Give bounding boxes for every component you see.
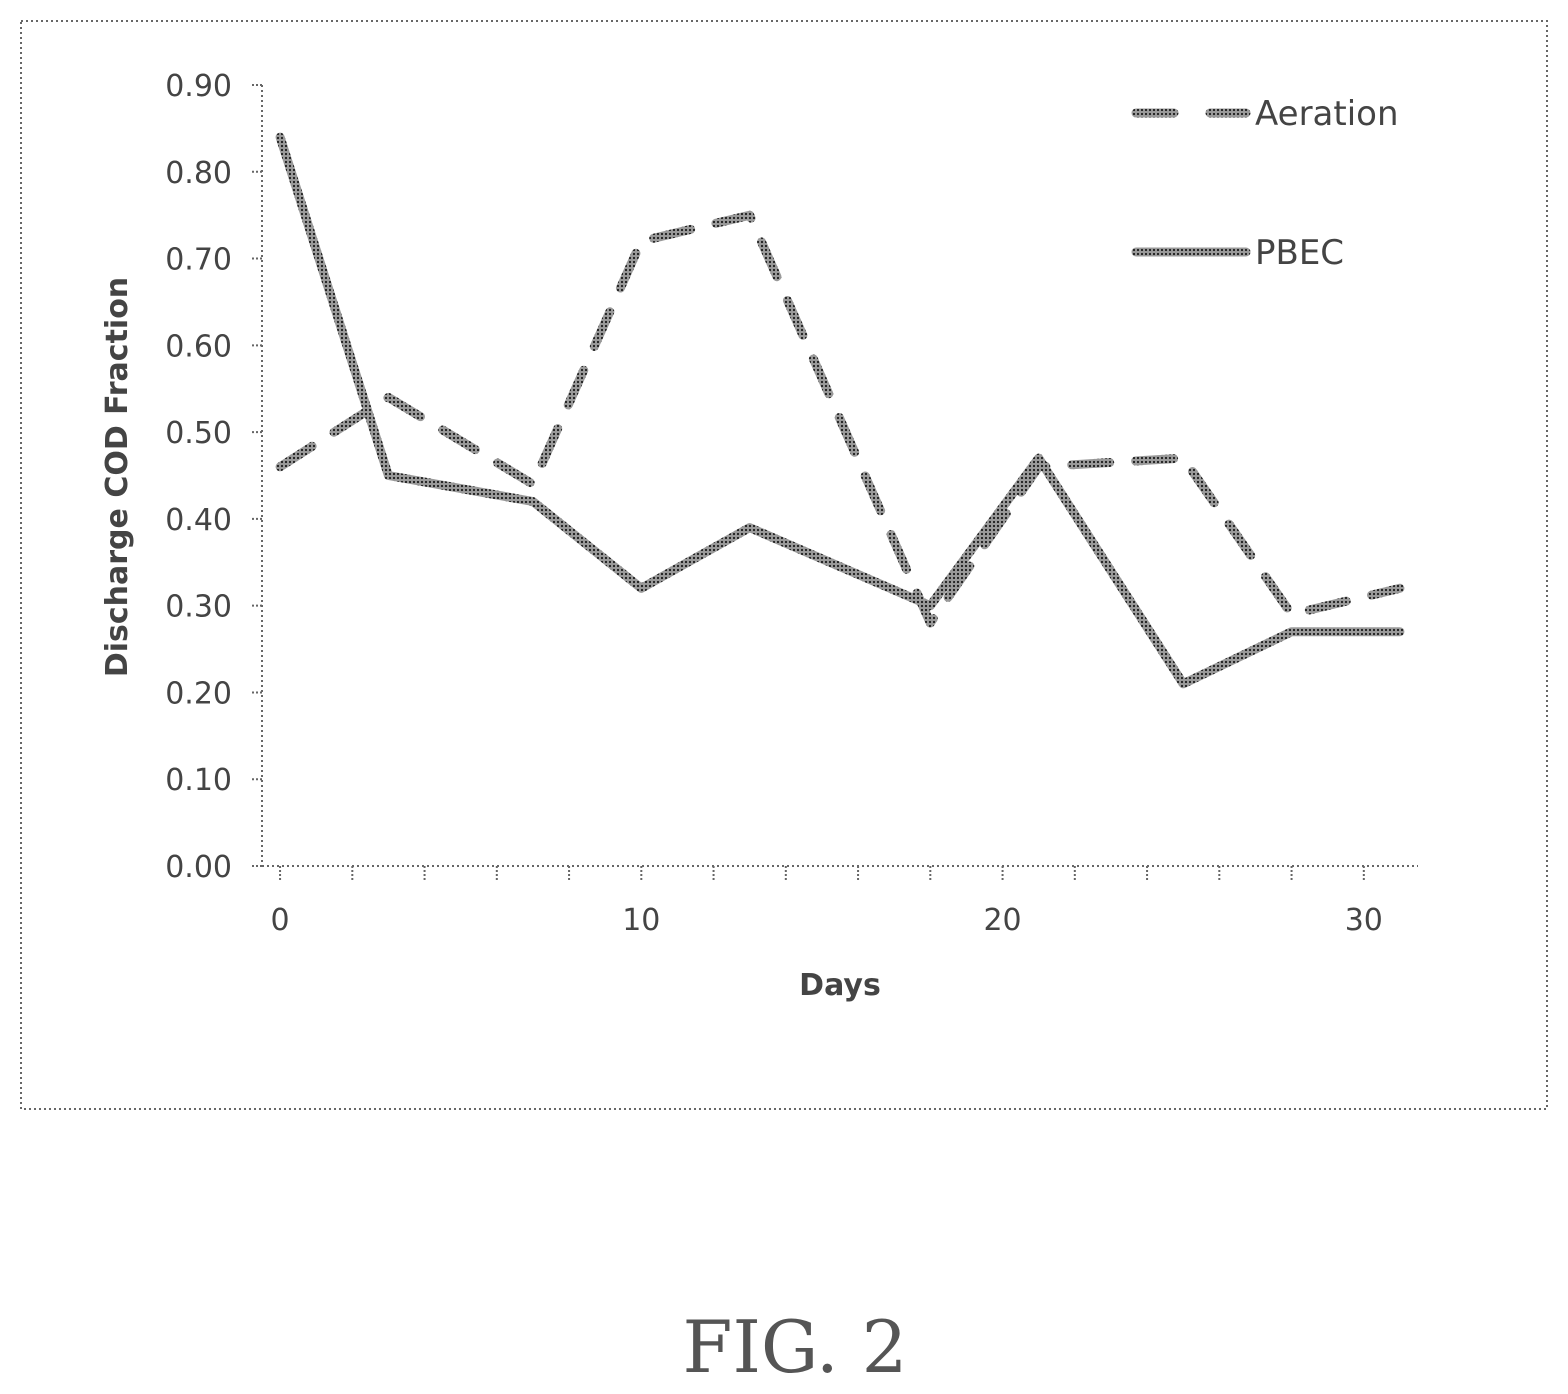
legend-label-pbec: PBEC xyxy=(1255,233,1344,273)
chart-axes: 0.00 0.10 0.20 0.30 0.40 0.50 0.60 0.70 0.80 0.90… xyxy=(165,69,1418,938)
y-tick-label: 0.30 xyxy=(165,590,232,625)
y-tick-label: 0.40 xyxy=(165,503,232,538)
figure-caption: FIG. 2 xyxy=(683,1305,908,1389)
y-tick-label: 0.20 xyxy=(165,676,232,711)
y-axis-label: Discharge COD Fraction xyxy=(100,277,135,677)
y-tick-label: 0.50 xyxy=(165,416,232,451)
series-line-pbec xyxy=(275,132,1405,689)
chart-legend: Aeration PBEC xyxy=(1131,94,1399,273)
y-tick-label: 0.80 xyxy=(165,156,232,191)
legend-label-aeration: Aeration xyxy=(1255,94,1399,134)
x-tick-label: 30 xyxy=(1345,903,1383,938)
y-tick-label: 0.60 xyxy=(165,329,232,364)
y-tick-label: 0.10 xyxy=(165,763,232,798)
chart-frame xyxy=(20,20,1548,1110)
x-tick-label: 20 xyxy=(983,903,1021,938)
x-tick-label: 10 xyxy=(622,903,660,938)
series-line-aeration xyxy=(275,210,1405,628)
y-tick-label: 0.00 xyxy=(165,850,232,885)
y-tick-label: 0.70 xyxy=(165,243,232,278)
x-axis-label: Days xyxy=(799,968,881,1003)
chart-series xyxy=(275,132,1405,689)
y-tick-label: 0.90 xyxy=(165,69,232,104)
x-tick-label: 0 xyxy=(271,903,290,938)
